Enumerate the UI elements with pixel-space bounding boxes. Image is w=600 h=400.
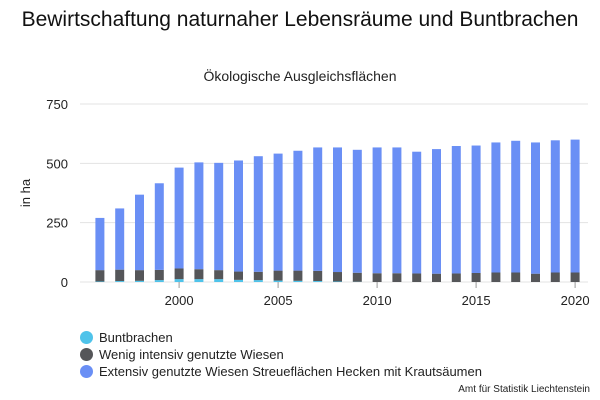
bar-2001-series-0 — [194, 279, 204, 282]
bar-2005-series-2 — [273, 153, 283, 271]
bar-1999-series-2 — [154, 183, 164, 270]
chart-subtitle: Ökologische Ausgleichsflächen — [203, 68, 397, 84]
bar-2002-series-0 — [214, 279, 224, 282]
bar-2020-series-2 — [570, 139, 580, 273]
bar-2010-series-2 — [372, 147, 382, 274]
y-tick-label-250: 250 — [46, 216, 68, 231]
legend-swatch-extensiv — [80, 365, 93, 378]
bar-2007-series-2 — [313, 147, 323, 271]
bar-2007-series-1 — [313, 270, 323, 282]
bar-2006-series-0 — [293, 280, 303, 282]
bar-2002-series-2 — [214, 162, 224, 271]
bar-2003-series-2 — [234, 160, 243, 272]
bar-2013-series-1 — [432, 273, 441, 282]
bar-2016-series-1 — [491, 272, 501, 282]
x-tick-label-2020: 2020 — [561, 293, 590, 308]
bar-1996-series-2 — [95, 217, 105, 271]
bar-2014-series-1 — [451, 273, 461, 282]
legend-swatch-buntbrachen — [80, 331, 93, 344]
bar-1997-series-0 — [115, 281, 125, 282]
y-axis-title: in ha — [18, 178, 33, 207]
bar-2015-series-2 — [471, 145, 481, 273]
bar-2010-series-1 — [372, 273, 382, 282]
bar-2006-series-2 — [293, 150, 303, 271]
bar-2011-series-2 — [392, 147, 402, 274]
bar-2007-series-0 — [313, 281, 323, 282]
bar-2009-series-2 — [352, 149, 362, 273]
legend-item-buntbrachen[interactable]: Buntbrachen — [80, 329, 482, 346]
chart-title: Bewirtschaftung naturnaher Lebensräume u… — [21, 8, 579, 31]
bar-1996-series-1 — [95, 270, 105, 282]
bar-2005-series-0 — [273, 280, 283, 282]
x-tick-label-2010: 2010 — [363, 293, 392, 308]
bar-1999-series-1 — [154, 269, 164, 281]
bar-1999-series-0 — [154, 280, 164, 282]
y-tick-label-0: 0 — [61, 275, 68, 290]
bar-2019-series-1 — [550, 272, 560, 282]
bar-2000-series-2 — [174, 167, 184, 269]
bar-1997-series-1 — [115, 269, 125, 282]
bar-2014-series-2 — [451, 146, 461, 274]
legend-label-wenig-intensiv: Wenig intensiv genutzte Wiesen — [99, 347, 284, 362]
legend-label-buntbrachen: Buntbrachen — [99, 330, 173, 345]
bar-1997-series-2 — [115, 208, 125, 270]
bar-1998-series-1 — [135, 270, 144, 281]
bar-2015-series-1 — [471, 272, 481, 282]
bar-2017-series-2 — [511, 140, 521, 273]
bar-2008-series-2 — [333, 147, 342, 273]
y-tick-label-500: 500 — [46, 156, 68, 171]
bar-2020-series-1 — [570, 272, 580, 282]
legend-item-wenig-intensiv[interactable]: Wenig intensiv genutzte Wiesen — [80, 346, 482, 363]
bar-2019-series-2 — [550, 140, 560, 273]
x-tick-label-2015: 2015 — [462, 293, 491, 308]
legend-item-extensiv[interactable]: Extensiv genutzte Wiesen Streueflächen H… — [80, 363, 482, 380]
bar-2016-series-2 — [491, 142, 501, 273]
bar-2013-series-2 — [432, 149, 441, 274]
bar-1998-series-0 — [135, 280, 144, 282]
bar-2004-series-0 — [253, 280, 263, 282]
y-tick-label-750: 750 — [46, 97, 68, 112]
bar-2001-series-2 — [194, 162, 204, 270]
bar-2017-series-1 — [511, 272, 521, 282]
bar-2005-series-1 — [273, 270, 283, 281]
bar-2003-series-0 — [234, 279, 243, 282]
bar-2008-series-1 — [333, 272, 342, 282]
bar-2009-series-1 — [352, 272, 362, 282]
chart-legend: Buntbrachen Wenig intensiv genutzte Wies… — [80, 329, 482, 380]
bar-2018-series-2 — [531, 142, 540, 274]
bar-2006-series-1 — [293, 270, 303, 281]
x-tick-label-2005: 2005 — [264, 293, 293, 308]
bar-2004-series-1 — [253, 271, 263, 281]
bar-2011-series-1 — [392, 273, 402, 282]
bar-2002-series-1 — [214, 270, 224, 280]
bar-2018-series-1 — [531, 273, 540, 282]
x-tick-label-2000: 2000 — [165, 293, 194, 308]
bar-2004-series-2 — [253, 156, 263, 272]
legend-label-extensiv: Extensiv genutzte Wiesen Streueflächen H… — [99, 364, 482, 379]
bar-2003-series-1 — [234, 271, 243, 280]
bar-2000-series-1 — [174, 268, 184, 280]
bar-1998-series-2 — [135, 194, 144, 271]
bar-2012-series-1 — [412, 273, 422, 282]
legend-swatch-wenig-intensiv — [80, 348, 93, 361]
bar-2000-series-0 — [174, 279, 184, 282]
bar-2012-series-2 — [412, 151, 422, 274]
source-credit: Amt für Statistik Liechtenstein — [458, 384, 590, 395]
bar-2001-series-1 — [194, 269, 204, 280]
